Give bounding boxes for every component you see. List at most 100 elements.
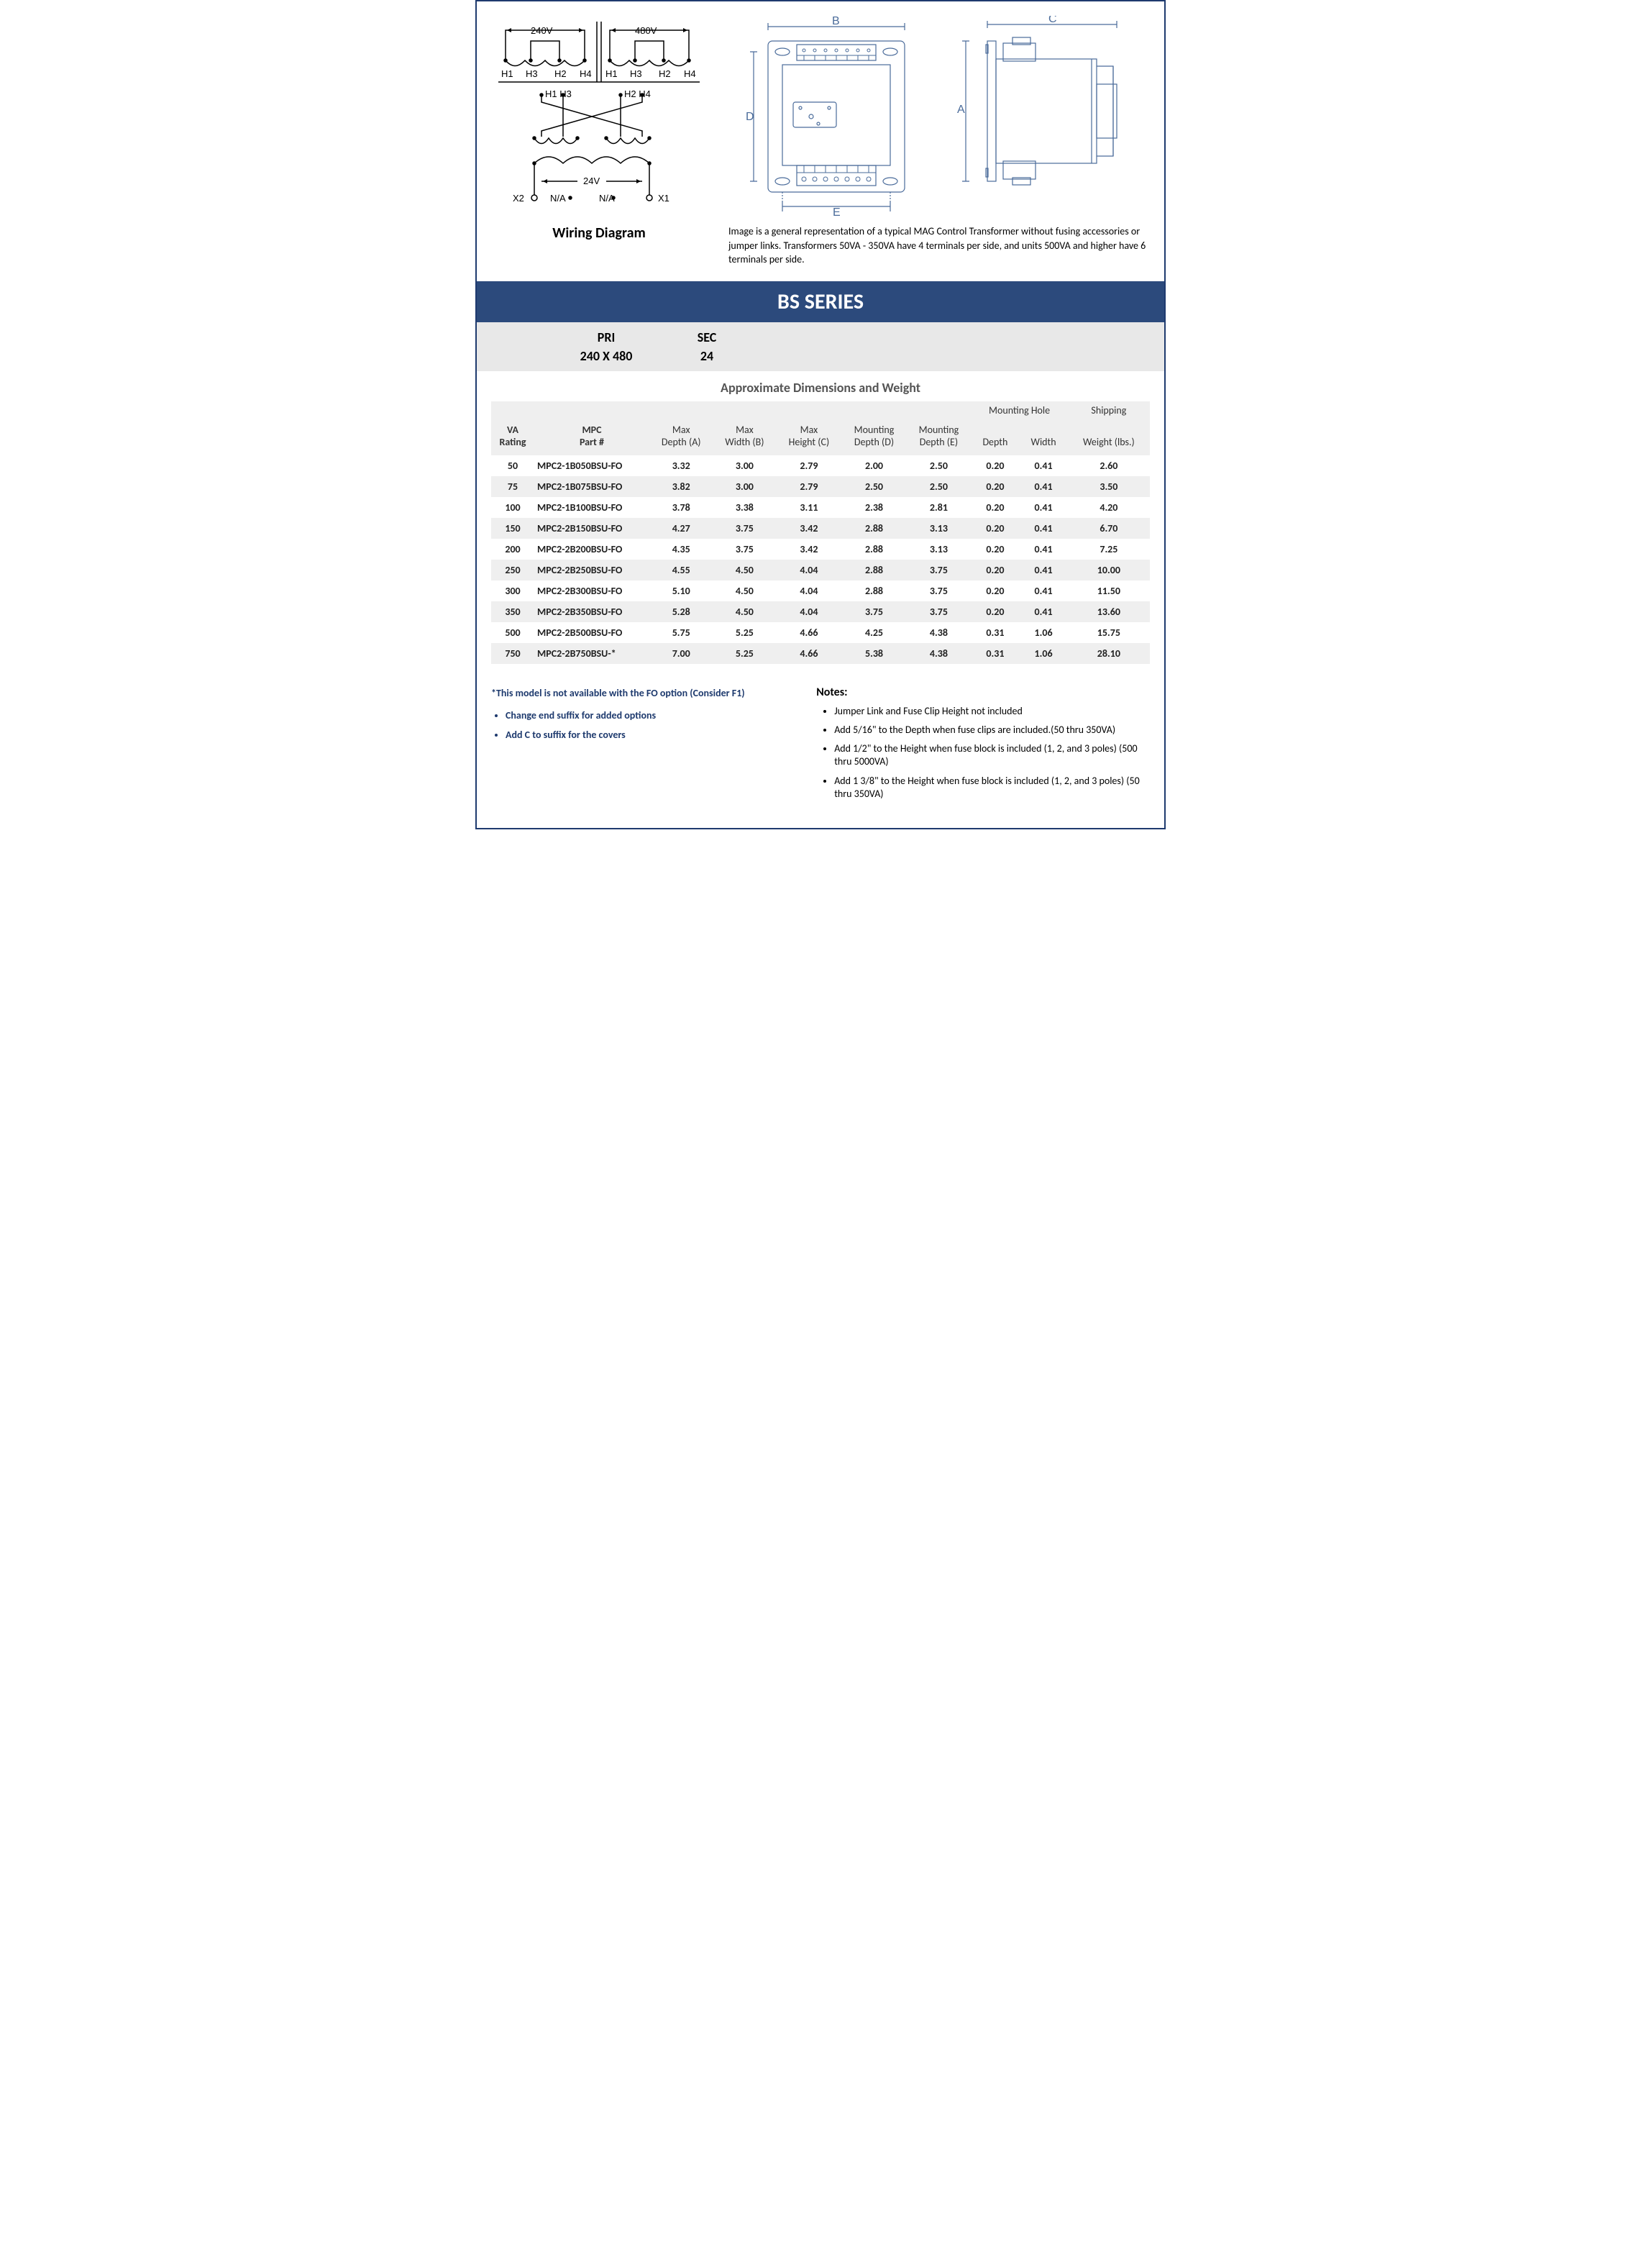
- table-cell: MPC2-1B100BSU-FO: [534, 497, 649, 518]
- table-cell: 3.75: [842, 601, 907, 622]
- table-cell: 4.50: [713, 601, 776, 622]
- table-cell: 5.25: [713, 622, 776, 643]
- table-cell: MPC2-2B250BSU-FO: [534, 560, 649, 580]
- table-cell: 200: [491, 539, 534, 560]
- table-cell: 0.20: [971, 497, 1019, 518]
- svg-text:N/A: N/A: [550, 193, 566, 204]
- table-cell: 4.25: [842, 622, 907, 643]
- table-cell: 4.04: [776, 580, 841, 601]
- table-cell: 11.50: [1068, 580, 1150, 601]
- table-cell: 3.13: [906, 518, 971, 539]
- col-width-b: MaxWidth (B): [713, 421, 776, 455]
- svg-text:H2 H4: H2 H4: [624, 88, 651, 99]
- svg-text:D: D: [746, 111, 754, 123]
- table-cell: 4.50: [713, 560, 776, 580]
- table-row: 75MPC2-1B075BSU-FO3.823.002.792.502.500.…: [491, 476, 1150, 497]
- spec-table-body: 50MPC2-1B050BSU-FO3.323.002.792.002.500.…: [491, 455, 1150, 664]
- table-cell: 1.06: [1019, 643, 1067, 664]
- table-row: 750MPC2-2B750BSU-*7.005.254.665.384.380.…: [491, 643, 1150, 664]
- table-cell: 4.50: [713, 580, 776, 601]
- table-cell: MPC2-2B200BSU-FO: [534, 539, 649, 560]
- table-cell: 2.38: [842, 497, 907, 518]
- table-cell: 3.50: [1068, 476, 1150, 497]
- right-bullets: Jumper Link and Fuse Clip Height not inc…: [816, 705, 1150, 801]
- table-cell: 28.10: [1068, 643, 1150, 664]
- sec-label: SEC: [657, 329, 757, 345]
- table-cell: 15.75: [1068, 622, 1150, 643]
- table-cell: 4.04: [776, 601, 841, 622]
- svg-text:C: C: [1048, 16, 1057, 25]
- table-cell: 0.31: [971, 643, 1019, 664]
- table-cell: 3.75: [906, 601, 971, 622]
- table-row: 200MPC2-2B200BSU-FO4.353.753.422.883.130…: [491, 539, 1150, 560]
- table-cell: 3.75: [906, 580, 971, 601]
- table-cell: 4.38: [906, 643, 971, 664]
- col-mount-d: MountingDepth (D): [842, 421, 907, 455]
- table-cell: MPC2-2B500BSU-FO: [534, 622, 649, 643]
- table-cell: 5.75: [649, 622, 713, 643]
- table-cell: 300: [491, 580, 534, 601]
- wiring-diagram-svg: 240V H: [491, 16, 707, 217]
- table-cell: 7.25: [1068, 539, 1150, 560]
- table-cell: MPC2-2B150BSU-FO: [534, 518, 649, 539]
- left-bullets: Change end suffix for added optionsAdd C…: [491, 709, 787, 741]
- table-cell: 3.13: [906, 539, 971, 560]
- notes-left: *This model is not available with the FO…: [491, 686, 787, 806]
- pri-label: PRI: [556, 329, 657, 345]
- sec-value: 24: [657, 348, 757, 364]
- table-cell: 0.41: [1019, 518, 1067, 539]
- svg-text:X1: X1: [658, 193, 669, 204]
- table-cell: 4.04: [776, 560, 841, 580]
- top-section: 240V H: [491, 16, 1150, 267]
- table-cell: 2.00: [842, 455, 907, 476]
- table-cell: MPC2-2B300BSU-FO: [534, 580, 649, 601]
- table-row: 250MPC2-2B250BSU-FO4.554.504.042.883.750…: [491, 560, 1150, 580]
- table-cell: 4.27: [649, 518, 713, 539]
- table-cell: 2.88: [842, 560, 907, 580]
- svg-text:H1: H1: [501, 68, 513, 79]
- note-item: Add 1/2" to the Height when fuse block i…: [834, 742, 1150, 768]
- svg-text:H1: H1: [605, 68, 618, 79]
- table-cell: 4.35: [649, 539, 713, 560]
- table-cell: 5.28: [649, 601, 713, 622]
- svg-text:B: B: [832, 16, 840, 27]
- svg-text:240V: 240V: [531, 25, 553, 36]
- table-row: 500MPC2-2B500BSU-FO5.755.254.664.254.380…: [491, 622, 1150, 643]
- table-cell: 13.60: [1068, 601, 1150, 622]
- table-cell: 1.06: [1019, 622, 1067, 643]
- table-cell: 7.00: [649, 643, 713, 664]
- note-item: Jumper Link and Fuse Clip Height not inc…: [834, 705, 1150, 718]
- table-cell: 3.00: [713, 476, 776, 497]
- table-cell: 2.88: [842, 518, 907, 539]
- table-cell: 0.20: [971, 476, 1019, 497]
- note-item: Add 5/16" to the Depth when fuse clips a…: [834, 724, 1150, 737]
- table-cell: 2.79: [776, 476, 841, 497]
- table-cell: 0.41: [1019, 601, 1067, 622]
- table-cell: 10.00: [1068, 560, 1150, 580]
- sec-cell: SEC 24: [657, 329, 757, 364]
- svg-text:H3: H3: [526, 68, 538, 79]
- table-row: 350MPC2-2B350BSU-FO5.284.504.043.753.750…: [491, 601, 1150, 622]
- side-view-svg: C A: [944, 16, 1131, 203]
- table-cell: 3.11: [776, 497, 841, 518]
- spec-table: Mounting Hole Shipping VARating MPCPart …: [491, 401, 1150, 664]
- table-cell: 2.50: [906, 455, 971, 476]
- table-cell: 0.41: [1019, 580, 1067, 601]
- table-cell: 5.10: [649, 580, 713, 601]
- table-cell: 0.41: [1019, 539, 1067, 560]
- table-cell: 2.81: [906, 497, 971, 518]
- table-row: 150MPC2-2B150BSU-FO4.273.753.422.883.130…: [491, 518, 1150, 539]
- table-cell: 3.38: [713, 497, 776, 518]
- page: 240V H: [475, 0, 1166, 829]
- table-cell: 50: [491, 455, 534, 476]
- table-cell: 4.38: [906, 622, 971, 643]
- table-cell: 3.82: [649, 476, 713, 497]
- table-cell: MPC2-2B750BSU-*: [534, 643, 649, 664]
- table-cell: 350: [491, 601, 534, 622]
- pri-cell: PRI 240 X 480: [556, 329, 657, 364]
- table-cell: 100: [491, 497, 534, 518]
- table-cell: 750: [491, 643, 534, 664]
- svg-text:480V: 480V: [635, 25, 657, 36]
- table-cell: 0.20: [971, 560, 1019, 580]
- table-row: 50MPC2-1B050BSU-FO3.323.002.792.002.500.…: [491, 455, 1150, 476]
